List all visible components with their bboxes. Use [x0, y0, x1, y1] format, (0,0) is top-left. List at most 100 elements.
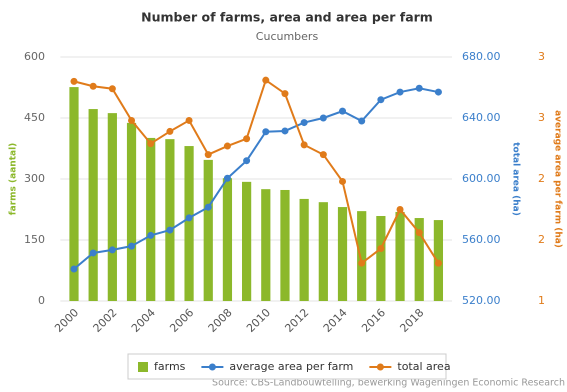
point [243, 157, 251, 165]
x-tick-label: 2008 [206, 306, 235, 335]
point [70, 265, 78, 273]
point [166, 127, 174, 135]
legend-swatch [208, 363, 216, 371]
x-tick-label: 2000 [52, 306, 81, 335]
bar [88, 109, 98, 301]
bar [395, 211, 405, 301]
point [300, 119, 308, 127]
point [89, 82, 97, 90]
point [396, 88, 404, 96]
point [415, 229, 423, 237]
point [434, 259, 442, 267]
point [281, 90, 289, 98]
bar [222, 178, 233, 301]
bar [107, 113, 117, 302]
x-tick-label: 2002 [91, 306, 120, 335]
point [223, 174, 231, 182]
point [128, 242, 136, 250]
x-tick-label: 2004 [129, 306, 158, 335]
point [377, 245, 385, 253]
y2-tick-label: 560.00 [462, 233, 501, 246]
y2-tick-label: 520.00 [462, 294, 501, 307]
legend-box [127, 353, 447, 380]
x-tick-label: 2014 [321, 306, 350, 335]
line [73, 87, 439, 270]
bar [414, 218, 424, 301]
point [319, 114, 327, 122]
point [339, 107, 347, 115]
legend-swatch [376, 363, 384, 371]
y3-axis-title: average area per farm (ha) [553, 110, 563, 248]
x-tick-label: 2016 [359, 306, 388, 335]
y3-tick-label: 3 [538, 111, 545, 124]
point [243, 135, 251, 143]
bar [280, 189, 290, 301]
source: Source: CBS-Landbouwtelling, bewerking W… [212, 378, 565, 389]
point [223, 142, 231, 150]
bar [184, 146, 194, 301]
y3-tick-label: 2 [538, 233, 545, 246]
legend-label: total area [397, 360, 450, 373]
legend-swatch [138, 362, 148, 372]
y-tick-label: 150 [24, 233, 45, 246]
point [147, 231, 155, 239]
y3-tick-label: 3 [538, 50, 545, 63]
point [166, 226, 174, 234]
y-axis-title: farms (aantal) [9, 143, 19, 216]
bar [299, 198, 309, 301]
x-tick-label: 2012 [282, 306, 311, 335]
point [262, 76, 270, 84]
point [89, 249, 97, 257]
bar [146, 137, 156, 301]
point [358, 259, 366, 267]
x-tick-label: 2010 [244, 306, 273, 335]
bar [318, 202, 328, 301]
y3-tick-label: 1 [538, 294, 545, 307]
bar [337, 207, 348, 301]
point [128, 116, 136, 124]
point [185, 214, 193, 222]
bar [69, 87, 79, 302]
bar [203, 159, 213, 301]
line [73, 78, 440, 265]
point [185, 116, 193, 124]
chart-title: Number of farms, area and area per farm [141, 10, 433, 25]
bar [126, 122, 137, 301]
y2-axis-title: total area (ha) [511, 142, 521, 216]
point [434, 88, 442, 96]
x-tick-label: 2006 [167, 306, 196, 335]
x-tick-label: 2018 [397, 306, 426, 335]
y-tick-label: 600 [24, 50, 45, 63]
y-tick-label: 0 [38, 294, 45, 307]
point [358, 117, 366, 125]
bar [165, 139, 175, 301]
point [262, 128, 270, 136]
point [339, 177, 347, 185]
y2-tick-label: 600.00 [462, 172, 501, 185]
point [108, 246, 116, 254]
bar [242, 181, 252, 301]
point [147, 140, 155, 148]
point [70, 77, 78, 85]
point [415, 84, 423, 92]
legend-label: average area per farm [229, 360, 353, 373]
chart-subtitle: Cucumbers [256, 30, 319, 43]
y3-tick-label: 2 [538, 172, 545, 185]
bar [357, 211, 367, 301]
point [108, 85, 116, 93]
y2-tick-label: 680.00 [462, 50, 501, 63]
legend-label: farms [154, 360, 186, 373]
point [281, 127, 289, 135]
point [300, 141, 308, 149]
point [319, 151, 327, 159]
y2-tick-label: 640.00 [462, 111, 501, 124]
point [204, 203, 212, 211]
legend: farms average area per farm total area [127, 353, 451, 380]
point [396, 206, 404, 213]
point [204, 151, 212, 159]
bar [376, 216, 386, 301]
y-tick-label: 300 [24, 172, 45, 185]
point [377, 96, 385, 104]
bar [261, 189, 271, 301]
